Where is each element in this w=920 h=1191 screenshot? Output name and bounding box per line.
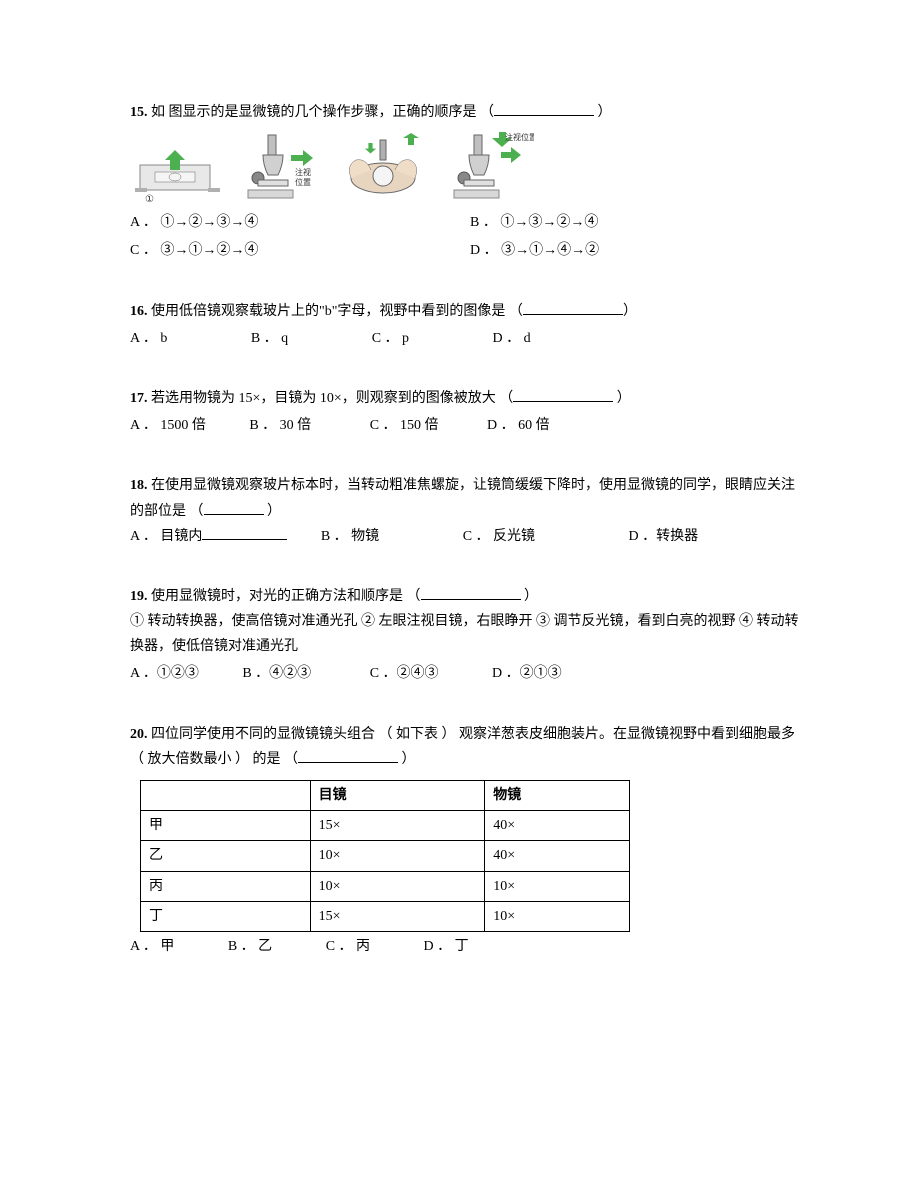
answer-blank [298, 749, 398, 763]
svg-text:注视位置: 注视位置 [505, 132, 534, 142]
svg-text:位置: 位置 [295, 177, 311, 187]
question-17: 17. 若选用物镜为 15×，目镜为 10×，则观察到的图像被放大 （ ） A … [130, 386, 800, 438]
question-text: 17. 若选用物镜为 15×，目镜为 10×，则观察到的图像被放大 （ ） [130, 386, 800, 411]
question-text: 19. 使用显微镜时，对光的正确方法和顺序是 （ ） [130, 584, 800, 609]
options-row: A ． 1500 倍 B ． 30 倍 C ． 150 倍 D ． 60 倍 [130, 413, 800, 438]
question-text: 20. 四位同学使用不同的显微镜镜头组合 （ 如下表 ） 观察洋葱表皮细胞装片。… [130, 722, 800, 772]
option-d: D ． 60 倍 [487, 418, 550, 433]
table-header [141, 781, 311, 811]
step-image-1: ① [130, 130, 225, 205]
option-c: C ．②④③ [370, 666, 439, 681]
step-image-2: 注视 位置 [233, 130, 328, 205]
step-image-3 [336, 130, 431, 205]
answer-blank [494, 102, 594, 116]
option-d: D ．转换器 [629, 529, 699, 544]
table-header-row: 目镜 物镜 [141, 781, 630, 811]
answer-blank [513, 388, 613, 402]
option-c: C ． 丙 [326, 939, 370, 954]
option-a: A ． b [130, 331, 167, 346]
option-a: A ．①②③ [130, 666, 199, 681]
option-blank [202, 526, 287, 540]
option-b: B ．④②③ [242, 666, 311, 681]
question-18: 18. 在使用显微镜观察玻片标本时，当转动粗准焦螺旋，让镜筒缓缓下降时，使用显微… [130, 473, 800, 549]
step-image-4: 注视位置 [439, 130, 534, 205]
answer-blank [421, 586, 521, 600]
options-grid: A ． ①→②→③→④ B ． ①→③→②→④ C ． ③→①→②→④ D ． … [130, 210, 800, 263]
option-d: D ．②①③ [492, 666, 562, 681]
table-row: 丁 15× 10× [141, 901, 630, 931]
table-row: 丙 10× 10× [141, 871, 630, 901]
question-body: ① 转动转换器，使高倍镜对准通光孔 ② 左眼注视目镜，右眼睁开 ③ 调节反光镜，… [130, 609, 800, 659]
option-a: A ． ①→②→③→④ [130, 210, 460, 235]
question-20: 20. 四位同学使用不同的显微镜镜头组合 （ 如下表 ） 观察洋葱表皮细胞装片。… [130, 722, 800, 960]
q-number: 20. [130, 727, 148, 742]
option-b: B ． q [251, 331, 288, 346]
option-b: B ． 乙 [228, 939, 272, 954]
table-row: 乙 10× 40× [141, 841, 630, 871]
option-a: A ． 甲 [130, 939, 174, 954]
option-d: D ． d [493, 331, 531, 346]
option-b: B ． ①→③→②→④ [470, 210, 800, 235]
options-row: A ．①②③ B ．④②③ C ．②④③ D ．②①③ [130, 661, 800, 686]
q-number: 18. [130, 478, 148, 493]
question-15: 15. 如 图显示的是显微镜的几个操作步骤，正确的顺序是 （ ） ① [130, 100, 800, 264]
option-c: C ． p [372, 331, 409, 346]
option-a: A ． 目镜内 [130, 529, 202, 544]
options-row: A ． b B ． q C ． p D ． d [130, 326, 800, 351]
option-c: C ． ③→①→②→④ [130, 238, 460, 263]
q-number: 19. [130, 589, 148, 604]
options-row: A ． 甲 B ． 乙 C ． 丙 D ． 丁 [130, 934, 800, 959]
lens-combination-table: 目镜 物镜 甲 15× 40× 乙 10× 40× 丙 10× 10× 丁 15… [140, 780, 630, 932]
q-number: 17. [130, 391, 148, 406]
option-d: D ． 丁 [424, 939, 469, 954]
question-19: 19. 使用显微镜时，对光的正确方法和顺序是 （ ） ① 转动转换器，使高倍镜对… [130, 584, 800, 687]
option-c: C ． 反光镜 [463, 529, 535, 544]
question-text: 15. 如 图显示的是显微镜的几个操作步骤，正确的顺序是 （ ） [130, 100, 800, 125]
answer-blank [204, 501, 264, 515]
option-b: B ． 30 倍 [249, 418, 311, 433]
question-text: 18. 在使用显微镜观察玻片标本时，当转动粗准焦螺旋，让镜筒缓缓下降时，使用显微… [130, 473, 800, 523]
svg-text:①: ① [145, 194, 154, 205]
table-row: 甲 15× 40× [141, 811, 630, 841]
option-d: D ． ③→①→④→② [470, 238, 800, 263]
answer-blank [523, 301, 623, 315]
option-a: A ． 1500 倍 [130, 418, 206, 433]
option-b: B ． 物镜 [321, 529, 379, 544]
microscope-steps-images: ① 注视 位置 [130, 130, 800, 205]
table-header: 物镜 [485, 781, 630, 811]
option-c: C ． 150 倍 [370, 418, 439, 433]
svg-text:注视: 注视 [295, 167, 311, 177]
q-number: 15. [130, 105, 148, 120]
question-16: 16. 使用低倍镜观察载玻片上的"b"字母，视野中看到的图像是 （） A ． b… [130, 299, 800, 351]
q-number: 16. [130, 304, 148, 319]
options-row: A ． 目镜内 B ． 物镜 C ． 反光镜 D ．转换器 [130, 524, 800, 549]
question-text: 16. 使用低倍镜观察载玻片上的"b"字母，视野中看到的图像是 （） [130, 299, 800, 324]
table-header: 目镜 [310, 781, 485, 811]
